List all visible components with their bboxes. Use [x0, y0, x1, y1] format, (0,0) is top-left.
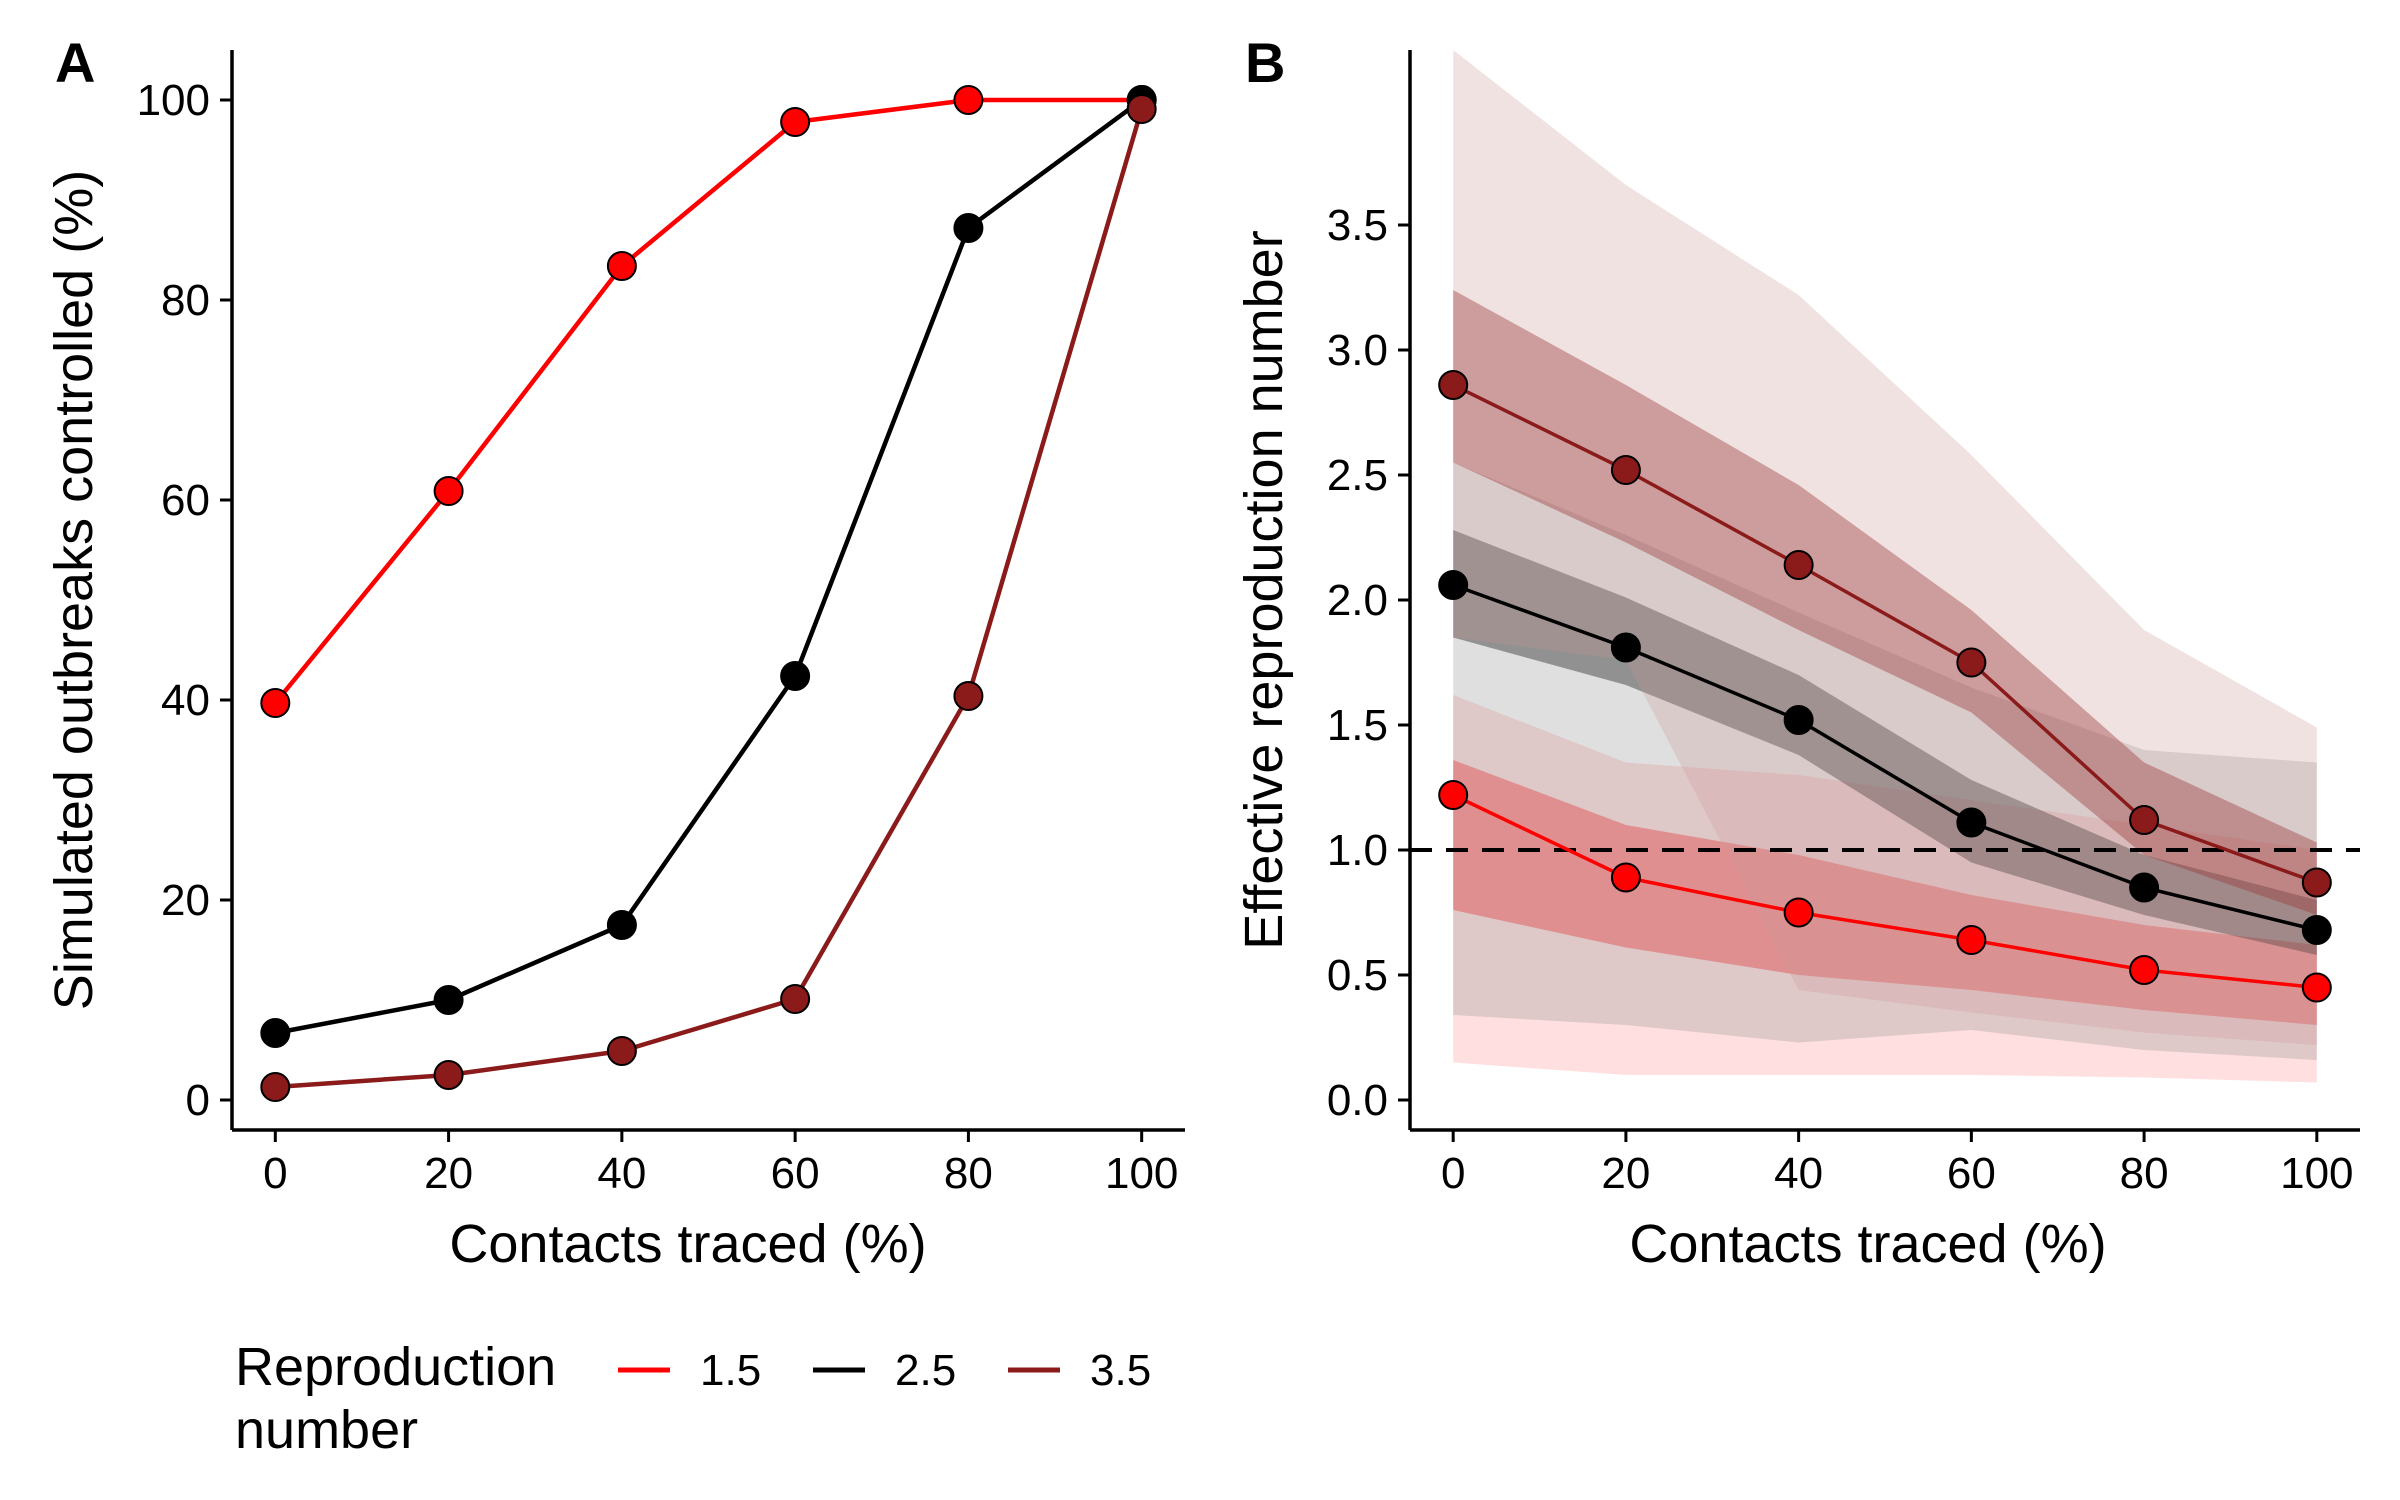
panel-a-x-tick-label: 60 — [771, 1149, 820, 1198]
panel-a-point-1.5 — [606, 251, 637, 281]
panel-a-y-tick-label: 80 — [161, 276, 210, 325]
panel-b-letter: B — [1245, 31, 1285, 94]
panel-a-series-line-3.5 — [275, 108, 1144, 1090]
panel-a-y-tick-label: 60 — [161, 476, 210, 525]
legend: Reproduction number 1.5 2.5 3.5 — [235, 1337, 1151, 1460]
panel-a-y-tick-label: 0 — [186, 1076, 210, 1125]
panel-b-point-3.5 — [2129, 805, 2160, 835]
panel-a-x-axis-title: Contacts traced (%) — [449, 1214, 926, 1274]
panel-b-series-line-3.5 — [1452, 383, 2318, 885]
panel-a-point-1.5 — [780, 107, 811, 137]
panel-b-point-2.5 — [1783, 705, 1814, 735]
panel-b-inner-band-3.5 — [1453, 290, 2317, 915]
panel-b-y-tick-label: 3.0 — [1327, 326, 1388, 375]
panel-a-point-1.5 — [433, 476, 464, 506]
panel-b-x-tick-label: 40 — [1774, 1149, 1823, 1198]
panel-a-point-1.5 — [953, 85, 984, 115]
legend-items: 1.5 2.5 3.5 — [618, 1346, 1151, 1395]
panel-a-point-3.5 — [1126, 94, 1157, 124]
panel-a-series-line-1.5 — [273, 97, 1142, 705]
panel-b-x-tick-label: 80 — [2120, 1149, 2169, 1198]
legend-label-2.5: 2.5 — [895, 1346, 956, 1395]
panel-b-x-tick-label: 0 — [1441, 1149, 1465, 1198]
panel-b-point-3.5 — [2301, 867, 2332, 898]
panel-b-point-1.5 — [1438, 780, 1469, 810]
panel-b-inner-band-1.5 — [1453, 760, 2317, 1025]
panel-a-plot-area: 0 20 40 60 80 100 0 20 40 60 80 100 — [137, 50, 1185, 1198]
panel-a-x-tick-label: 0 — [263, 1149, 287, 1198]
panel-a-point-3.5 — [260, 1072, 291, 1102]
panel-b-point-2.5 — [2301, 915, 2332, 945]
panel-b-y-tick-label: 2.0 — [1327, 576, 1388, 625]
panel-b-point-3.5 — [1956, 647, 1987, 678]
panel-a-y-axis-title: Simulated outbreaks controlled (%) — [44, 170, 104, 1010]
panel-a-point-2.5 — [260, 1018, 291, 1048]
panel-b-y-tick-label: 1.5 — [1327, 701, 1388, 750]
panel-a-x-tick-label: 100 — [1105, 1149, 1178, 1198]
panel-b-outer-band-3.5 — [1453, 50, 2317, 1045]
panel-a-point-1.5 — [260, 688, 291, 718]
panel-b-point-3.5 — [1610, 455, 1641, 485]
panel-b-x-tick-label: 100 — [2280, 1149, 2353, 1198]
legend-label-3.5: 3.5 — [1090, 1346, 1151, 1395]
panel-b-point-1.5 — [1783, 897, 1814, 928]
panel-a-point-2.5 — [953, 213, 984, 243]
panel-b-y-tick-label: 0.0 — [1327, 1076, 1388, 1125]
panel-a-point-3.5 — [606, 1036, 637, 1066]
panel-b-series-line-1.5 — [1452, 793, 2317, 990]
panel-b-point-1.5 — [1610, 862, 1641, 893]
panel-a-point-2.5 — [780, 661, 811, 691]
panel-a-point-3.5 — [780, 984, 811, 1014]
panel-b-point-1.5 — [2301, 972, 2332, 1003]
panel-b-y-tick-label: 0.5 — [1327, 951, 1388, 1000]
panel-b-point-3.5 — [1438, 370, 1469, 400]
legend-label-1.5: 1.5 — [700, 1346, 761, 1395]
panel-a: A 0 20 40 60 80 100 0 20 40 60 80 100 Contacts trac… — [44, 31, 1185, 1274]
panel-a-point-2.5 — [606, 910, 637, 940]
panel-a-point-2.5 — [433, 985, 464, 1015]
panel-a-series-line-2.5 — [274, 98, 1144, 1036]
panel-b-y-axis-title: Effective reproduction number — [1234, 230, 1294, 949]
panel-b: B 0 20 40 60 80 100 0.0 0.5 1.0 1.5 2.0 2.5 3.0 3.5 C… — [1234, 31, 2360, 1274]
panel-a-x-tick-label: 20 — [424, 1149, 473, 1198]
panel-b-point-3.5 — [1783, 550, 1814, 580]
panel-b-x-tick-label: 20 — [1601, 1149, 1650, 1198]
legend-title-line-2: number — [235, 1400, 418, 1460]
panel-a-x-tick-label: 40 — [597, 1149, 646, 1198]
panel-b-point-2.5 — [1610, 632, 1641, 663]
panel-b-x-axis-title: Contacts traced (%) — [1629, 1214, 2106, 1274]
panel-b-plot-area: 0 20 40 60 80 100 0.0 0.5 1.0 1.5 2.0 2.5 3.0 3.5 — [1327, 50, 2360, 1198]
panel-b-outer-band-1.5 — [1453, 695, 2317, 1083]
panel-b-y-tick-label: 2.5 — [1327, 451, 1388, 500]
panel-a-y-tick-label: 40 — [161, 676, 210, 725]
legend-title-line-1: Reproduction — [235, 1337, 556, 1397]
panel-b-point-2.5 — [1438, 570, 1469, 600]
panel-b-y-tick-label: 1.0 — [1327, 826, 1388, 875]
panel-a-point-3.5 — [953, 681, 984, 711]
panel-b-point-2.5 — [1956, 807, 1987, 838]
panel-b-point-2.5 — [2129, 872, 2160, 903]
panel-a-x-tick-label: 80 — [944, 1149, 993, 1198]
panel-b-series-line-2.5 — [1452, 583, 2318, 932]
panel-b-point-1.5 — [2129, 955, 2160, 985]
panel-a-point-3.5 — [433, 1060, 464, 1090]
panel-a-letter: A — [55, 31, 95, 94]
panel-a-y-tick-label: 20 — [161, 876, 210, 925]
panel-b-outer-band-2.5 — [1453, 462, 2317, 1060]
panel-a-y-tick-label: 100 — [137, 76, 210, 125]
panel-b-x-tick-label: 60 — [1947, 1149, 1996, 1198]
panel-b-y-tick-label: 3.5 — [1327, 201, 1388, 250]
panel-b-point-1.5 — [1956, 925, 1987, 955]
